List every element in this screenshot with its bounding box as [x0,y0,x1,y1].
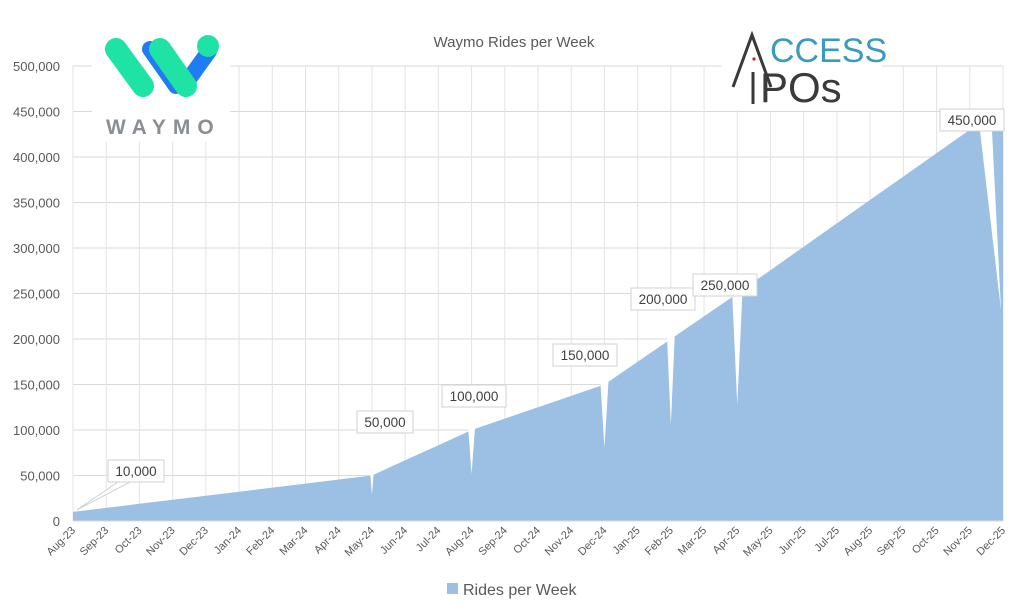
legend: Rides per Week [447,582,578,599]
x-tick-label: Jan-24 [212,525,244,557]
callout-label: 250,000 [701,278,750,293]
x-tick-label: Sep-23 [78,525,112,559]
legend-label: Rides per Week [463,582,578,599]
x-tick-label: May-25 [741,525,775,559]
callout-box [441,384,507,408]
access-ipos-logo: CCESS POs [722,28,887,111]
x-tick-label: Jun-24 [378,525,410,557]
x-tick-label: Dec-25 [975,525,1009,559]
x-tick-label: Jan-25 [610,525,642,557]
waymo-logo-dot [197,35,219,57]
callout-pointer [76,481,131,511]
waymo-wordmark: WAYMO [106,116,221,139]
y-tick-label: 400,000 [13,150,60,165]
x-tick-label: Nov-24 [543,525,577,559]
y-tick-label: 0 [53,514,60,529]
x-tick-label: Feb-24 [244,525,277,558]
callout-pointer [732,296,743,405]
callout-pointer [466,407,477,474]
callout-label: 50,000 [364,415,405,430]
y-tick-label: 100,000 [13,423,60,438]
access-wordmark: CCESS [770,32,887,70]
x-tick-label: Feb-25 [643,525,676,558]
data-callouts: 10,000 50,000 100,000 150,000 200,000 250,000… [76,108,1005,511]
legend-swatch [447,583,458,594]
callout-label: 450,000 [948,113,997,128]
x-tick-label: Sep-24 [476,525,510,559]
x-tick-label: Nov-23 [144,525,178,559]
callout-label: 200,000 [639,292,688,307]
callout-box [356,410,414,434]
x-tick-label: May-24 [343,525,377,559]
callout-box [552,343,618,367]
y-tick-label: 50,000 [20,469,60,484]
y-axis: 0 50,000 100,000 150,000 200,000 250,000 300,0… [13,59,1003,529]
x-tick-label: Apr-24 [312,525,344,557]
waymo-logo-green-stroke-2 [149,38,197,97]
x-tick-label: Aug-25 [842,525,876,559]
callout-box [692,273,758,297]
callout-150000: 150,000 [552,343,618,448]
x-tick-label: Aug-24 [443,525,477,559]
y-tick-label: 300,000 [13,241,60,256]
callout-pointer [980,131,1001,310]
x-tick-label: Apr-25 [711,525,743,557]
callout-pointer [366,433,377,495]
callout-250000: 250,000 [692,273,758,405]
x-tick-label: Mar-25 [676,525,709,558]
x-tick-label: Jul-25 [812,525,842,555]
callout-10000: 10,000 [76,459,165,511]
chart-title: Waymo Rides per Week [434,34,595,51]
y-tick-label: 150,000 [13,378,60,393]
y-tick-label: 350,000 [13,196,60,211]
access-ipos-a-glyph [731,30,773,88]
x-tick-label: Dec-24 [576,525,610,559]
callout-box [630,287,696,311]
access-ipos-red-dot [752,57,756,61]
x-tick-label: Nov-25 [941,525,975,559]
callout-200000: 200,000 [630,287,696,425]
y-tick-label: 450,000 [13,105,60,120]
ipos-wordmark: POs [760,64,842,111]
callout-label: 10,000 [115,464,156,479]
callout-450000: 450,000 [939,108,1005,310]
x-tick-label: Dec-23 [177,525,211,559]
y-tick-label: 200,000 [13,332,60,347]
x-tick-label: Oct-24 [511,525,543,557]
y-tick-label: 500,000 [13,59,60,74]
callout-label: 150,000 [561,348,610,363]
area-series-rides-per-week [73,111,1003,521]
x-tick-label: Aug-23 [45,525,79,559]
x-tick-label: Sep-25 [875,525,909,559]
x-axis: Aug-23 Sep-23 Oct-23 Nov-23 Dec-23 Jan-24 Feb-… [45,525,1009,559]
x-tick-label: Jul-24 [414,525,444,555]
x-tick-label: Oct-23 [113,525,145,557]
waymo-logo-green-stroke-1 [105,38,154,97]
callout-box [107,459,165,483]
x-tick-label: Mar-24 [277,525,310,558]
callout-50000: 50,000 [356,410,414,495]
x-tick-label: Jun-25 [777,525,809,557]
x-tick-label: Oct-25 [910,525,942,557]
callout-pointer [599,366,610,448]
waymo-logo: WAYMO [92,30,230,142]
callout-100000: 100,000 [441,384,507,474]
callout-label: 100,000 [450,389,499,404]
callout-pointer [665,310,676,425]
callout-box [939,108,1005,132]
y-tick-label: 250,000 [13,287,60,302]
